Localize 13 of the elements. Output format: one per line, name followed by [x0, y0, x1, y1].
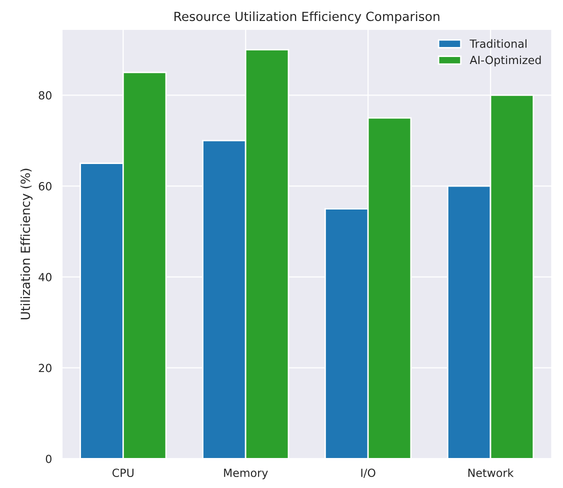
y-tick-label: 80	[38, 91, 52, 100]
x-tick-label: CPU	[112, 468, 134, 478]
legend-label: AI-Optimized	[470, 56, 541, 66]
y-axis-title: Utilization Efficiency (%)	[20, 168, 33, 320]
chart-title: Resource Utilization Efficiency Comparison	[174, 11, 440, 24]
y-tick-label: 60	[38, 182, 52, 190]
x-tick-label: Memory	[224, 468, 268, 480]
y-tick-label: 40	[38, 272, 52, 282]
y-tick-label: 20	[38, 364, 52, 372]
x-tick-label: Network	[468, 468, 514, 478]
x-tick-label: I/O	[361, 468, 376, 478]
legend-label: Traditional	[470, 39, 526, 48]
y-tick-label: 0	[46, 454, 52, 464]
